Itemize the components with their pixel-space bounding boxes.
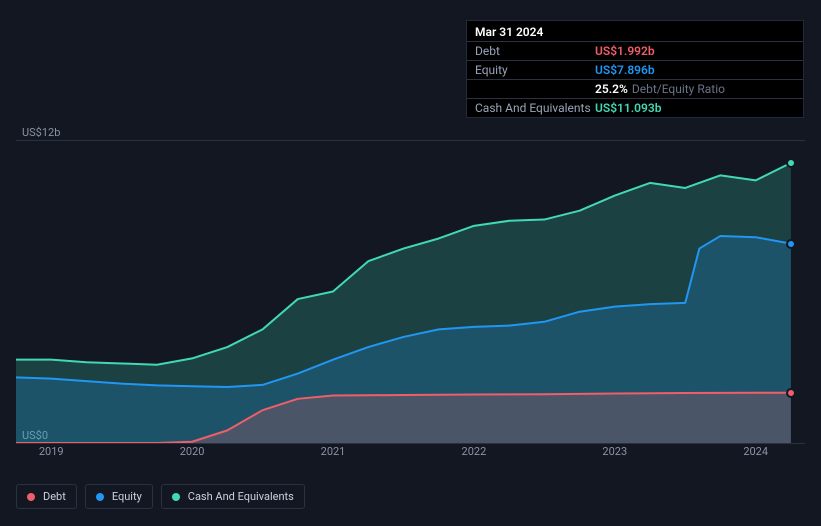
tooltip-row-label: Cash And Equivalents: [475, 101, 595, 115]
chart-legend: Debt Equity Cash And Equivalents: [16, 484, 305, 509]
tooltip-row: DebtUS$1.992b: [467, 42, 803, 61]
tooltip-row: 25.2%Debt/Equity Ratio: [467, 80, 803, 99]
legend-label: Equity: [112, 490, 142, 503]
series-end-marker-debt: [786, 388, 796, 398]
x-axis-label: 2020: [180, 445, 205, 458]
tooltip-row-value: US$7.896b: [595, 63, 655, 77]
tooltip-row-label: Equity: [475, 63, 595, 77]
x-axis-label: 2023: [602, 445, 627, 458]
x-axis-labels: 2019 2020 2021 2022 2023 2024: [16, 445, 805, 465]
x-axis-label: 2021: [321, 445, 346, 458]
plot-baseline: [16, 443, 805, 444]
tooltip-row-label: [475, 82, 595, 96]
chart-tooltip: Mar 31 2024 DebtUS$1.992bEquityUS$7.896b…: [466, 20, 804, 118]
tooltip-rows: DebtUS$1.992bEquityUS$7.896b25.2%Debt/Eq…: [467, 42, 803, 117]
legend-item-debt[interactable]: Debt: [16, 484, 77, 509]
financial-history-chart: Mar 31 2024 DebtUS$1.992bEquityUS$7.896b…: [0, 0, 821, 526]
plot-area: [16, 140, 805, 443]
x-axis-label: 2024: [743, 445, 768, 458]
tooltip-date: Mar 31 2024: [467, 21, 803, 42]
tooltip-row: EquityUS$7.896b: [467, 61, 803, 80]
tooltip-row-label: Debt: [475, 44, 595, 58]
series-end-marker-equity: [786, 239, 796, 249]
legend-item-cash[interactable]: Cash And Equivalents: [161, 484, 305, 509]
tooltip-row-value: US$11.093b: [595, 101, 662, 115]
tooltip-row-suffix: Debt/Equity Ratio: [632, 82, 725, 96]
legend-dot-icon: [27, 493, 35, 501]
tooltip-row: Cash And EquivalentsUS$11.093b: [467, 99, 803, 117]
y-axis-label: US$12b: [22, 126, 60, 139]
legend-label: Debt: [43, 490, 66, 503]
legend-dot-icon: [172, 493, 180, 501]
tooltip-row-value: 25.2%Debt/Equity Ratio: [595, 82, 725, 96]
x-axis-label: 2019: [39, 445, 64, 458]
legend-item-equity[interactable]: Equity: [85, 484, 153, 509]
series-end-marker-cash: [786, 158, 796, 168]
tooltip-row-value: US$1.992b: [595, 44, 655, 58]
legend-label: Cash And Equivalents: [188, 490, 294, 503]
legend-dot-icon: [96, 493, 104, 501]
x-axis-label: 2022: [462, 445, 487, 458]
chart-svg: [16, 140, 805, 443]
